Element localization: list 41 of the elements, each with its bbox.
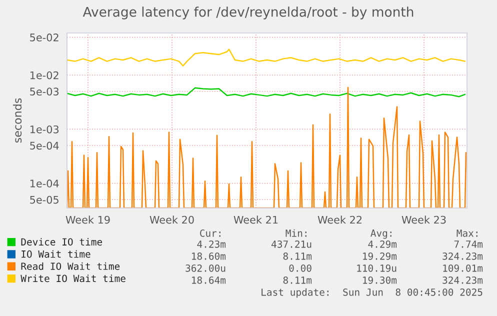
- y-tick-label: 1e-03: [30, 125, 59, 134]
- x-tick-label: Week 20: [150, 216, 194, 224]
- y-tick-label: 1e-04: [30, 180, 59, 188]
- text: 18.60m: [192, 252, 226, 260]
- y-tick-label: 5e-03: [30, 88, 59, 96]
- text: 4.23m: [197, 240, 226, 248]
- x-tick-label: Week 23: [402, 216, 446, 224]
- text: 109.01m: [443, 264, 483, 272]
- x-tick-label: Week 19: [66, 216, 110, 224]
- text: 324.23m: [442, 276, 483, 284]
- text: 4.29m: [368, 240, 397, 248]
- line-series: [67, 87, 466, 98]
- text: Cur:: [200, 229, 220, 237]
- text: Avg:: [370, 230, 392, 239]
- y-tick-label: 1e-02: [30, 71, 58, 80]
- line-series: [67, 48, 466, 67]
- legend-label: IO Wait time: [22, 250, 90, 258]
- text: Max:: [456, 230, 478, 237]
- legend-label: Device IO time: [21, 238, 102, 246]
- text: 437.21u: [272, 240, 312, 248]
- text: 324.23m: [442, 252, 483, 260]
- text: 0.00: [289, 264, 312, 272]
- y-tick-label: 5e-02: [30, 34, 58, 42]
- legend-label: Write IO Wait time: [20, 274, 126, 282]
- legend-label: Read IO Wait time: [21, 262, 120, 270]
- x-tick-label: Week 22: [318, 216, 362, 224]
- text: 110.19u: [357, 264, 396, 272]
- chart-title: Average latency for /dev/reynelda/root - by month: [82, 6, 414, 20]
- text: 8.11m: [283, 276, 312, 284]
- text: 7.74m: [454, 240, 483, 248]
- text: 8.11m: [283, 252, 312, 260]
- text: 19.29m: [363, 252, 397, 260]
- y-tick-label: 5e-05: [30, 196, 58, 204]
- x-tick-label: Week 21: [234, 216, 278, 224]
- text: 362.00u: [186, 264, 226, 272]
- y-tick-label: 5e-04: [30, 142, 59, 150]
- text: 19.30m: [363, 276, 397, 284]
- text: Min:: [286, 229, 306, 237]
- text: 18.64m: [192, 276, 226, 284]
- y-axis-title: seconds: [13, 98, 22, 143]
- text: Last update: Sun Jun 8 00:45:00 2025: [262, 288, 482, 298]
